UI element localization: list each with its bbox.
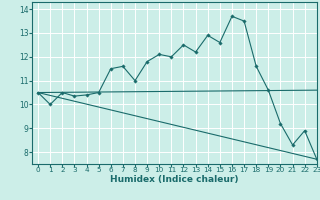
X-axis label: Humidex (Indice chaleur): Humidex (Indice chaleur) xyxy=(110,175,239,184)
